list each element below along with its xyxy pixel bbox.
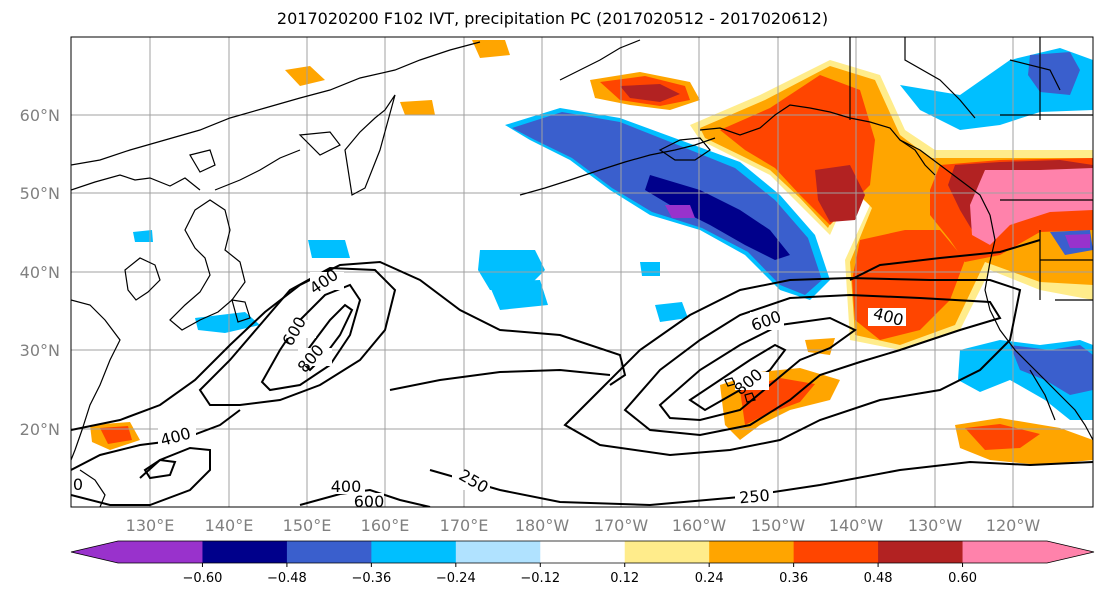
- lat-label: 40°N: [20, 263, 60, 282]
- colorbar-tick-label: −0.48: [267, 571, 307, 586]
- colorbar-swatch: [286, 541, 372, 563]
- lon-label: 150°W: [751, 516, 806, 535]
- contour-label: 0: [73, 475, 83, 494]
- longitude-labels: 130°E 140°E 150°E 160°E 170°E 180°W 170°…: [126, 516, 1041, 535]
- colorbar-tick-labels: −0.60 −0.48 −0.36 −0.24 −0.12 0.12 0.24 0.36 0.4…: [183, 563, 977, 586]
- colorbar-tick-label: 0.12: [610, 571, 639, 586]
- negative-anomaly-mid-2: [488, 280, 548, 310]
- colorbar-swatch: [962, 541, 1048, 563]
- negative-anomaly-purple: [665, 205, 695, 218]
- negative-anomaly-w: [133, 230, 153, 242]
- colorbar-tick-label: −0.36: [351, 571, 391, 586]
- colorbar-swatch: [540, 541, 626, 563]
- negative-anomaly-pac-2: [640, 262, 660, 276]
- lon-label: 140°W: [829, 516, 884, 535]
- lon-label: 160°W: [672, 516, 727, 535]
- contour-400-bottom: [299, 488, 431, 507]
- contour-250-bottom: [71, 446, 211, 506]
- colorbar-extend-low: [71, 541, 118, 563]
- contour-label: 400: [331, 477, 362, 496]
- colorbar-tick-label: −0.24: [436, 571, 476, 586]
- colorbar: [70, 540, 1095, 564]
- colorbar-tick-label: 0.24: [695, 571, 724, 586]
- colorbar-tick-label: −0.12: [520, 571, 560, 586]
- contour-250-outer-west: [71, 260, 627, 431]
- map-title: 2017020200 F102 IVT, precipitation PC (2…: [276, 9, 829, 28]
- colorbar-swatch: [371, 541, 457, 563]
- lon-label: 170°E: [440, 516, 489, 535]
- negative-anomaly-purple-2: [1065, 234, 1090, 248]
- lon-label: 180°W: [515, 516, 570, 535]
- colorbar-swatch: [455, 541, 541, 563]
- colorbar-swatch: [793, 541, 879, 563]
- lon-label: 160°E: [361, 516, 410, 535]
- colorbar-outline: [70, 540, 1095, 564]
- negative-anomaly-blue: [512, 112, 822, 295]
- colorbar-swatch: [878, 541, 964, 563]
- colorbar-tick-label: 0.60: [948, 571, 977, 586]
- lon-label: 150°E: [283, 516, 332, 535]
- lat-label: 30°N: [20, 341, 60, 360]
- latitude-labels: 20°N 30°N 40°N 50°N 60°N: [20, 106, 60, 439]
- colorbar-swatch: [624, 541, 710, 563]
- negative-anomaly-navy: [645, 175, 790, 260]
- contour-small: [143, 458, 177, 480]
- contour-label: 250: [738, 486, 770, 508]
- positive-anomaly-pink: [970, 168, 1093, 245]
- colorbar-tick-label: 0.36: [779, 571, 808, 586]
- colorbar-swatch: [202, 541, 288, 563]
- coastlines: [71, 37, 1093, 507]
- plot-frame: [70, 36, 1094, 508]
- lat-label: 60°N: [20, 106, 60, 125]
- contour-250-east: [563, 276, 1022, 457]
- positive-anomaly-topleft: [472, 40, 510, 58]
- contour-800-east: [688, 343, 787, 412]
- negative-anomaly-ca-blue: [1010, 345, 1093, 395]
- lat-label: 50°N: [20, 184, 60, 203]
- negative-anomaly-ne-blue: [1028, 52, 1080, 95]
- colorbar-tick-label: 0.48: [864, 571, 893, 586]
- positive-anomaly-east-sub-red: [965, 424, 1040, 450]
- positive-anomaly-small-2: [400, 100, 435, 115]
- lon-label: 170°W: [594, 516, 649, 535]
- lat-label: 20°N: [20, 420, 60, 439]
- contour-label: 600: [354, 492, 385, 511]
- positive-anomaly-west-red: [100, 426, 132, 444]
- colorbar-swatch: [709, 541, 795, 563]
- colorbar-extend-high: [1047, 541, 1094, 563]
- positive-anomaly-north-darkred: [620, 84, 680, 102]
- lon-label: 140°E: [205, 516, 254, 535]
- contour-250-southeast: [429, 460, 1093, 507]
- lon-label: 130°W: [908, 516, 963, 535]
- colorbar-tick-label: −0.60: [183, 571, 223, 586]
- contour-400-west: [198, 266, 397, 406]
- contour-600-east: [658, 316, 857, 422]
- lon-label: 120°W: [986, 516, 1041, 535]
- lon-label: 130°E: [126, 516, 175, 535]
- negative-anomaly-pac: [655, 302, 688, 322]
- colorbar-swatch: [118, 541, 203, 563]
- contour-400-east: [623, 293, 1002, 437]
- positive-anomaly-ws: [805, 338, 835, 355]
- negative-anomaly-mid: [478, 250, 545, 290]
- negative-anomaly-japan-2: [195, 312, 260, 333]
- contour-250-west-2: [389, 368, 611, 391]
- contour-250-north-east: [849, 239, 1041, 281]
- negative-anomaly-japan: [308, 240, 350, 258]
- positive-anomaly-small: [285, 66, 325, 86]
